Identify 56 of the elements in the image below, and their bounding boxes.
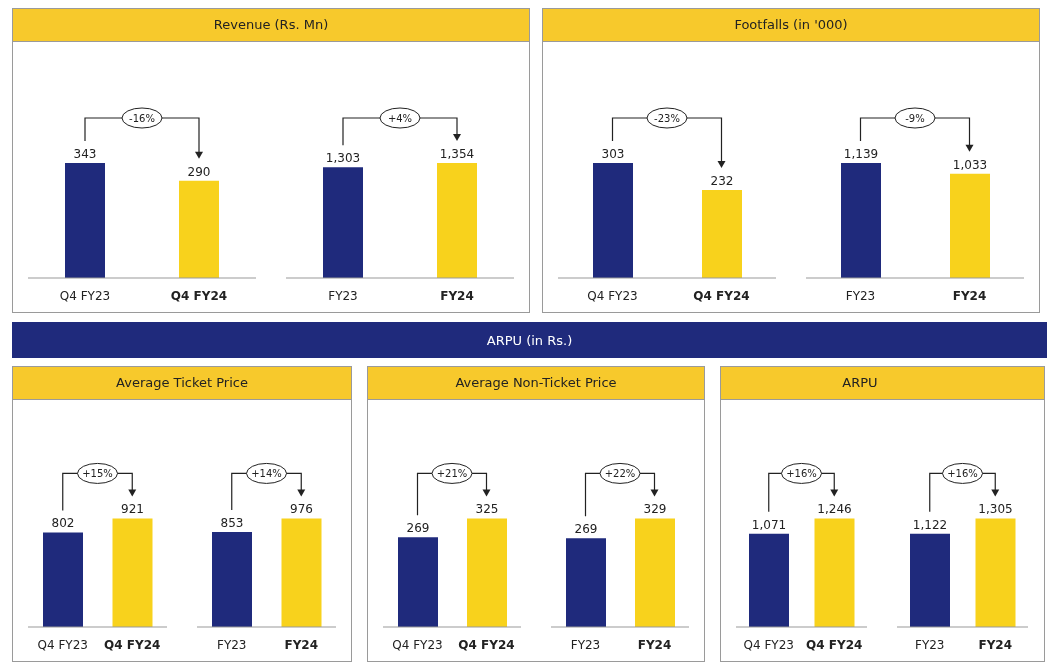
data-label: 269: [406, 521, 430, 536]
data-label: 976: [290, 502, 313, 517]
x-tick-label: FY23: [328, 289, 358, 303]
x-tick-label: FY24: [952, 289, 987, 303]
x-tick-label: FY24: [637, 638, 672, 652]
x-tick-label: FY24: [284, 638, 319, 652]
text: -23%: [654, 113, 680, 124]
text: +4%: [387, 113, 413, 124]
x-tick-label: Q4 FY23: [392, 638, 443, 652]
data-label: 1,305: [978, 502, 1013, 517]
chart-title: Footfalls (in '000): [734, 17, 848, 32]
data-label: 921: [121, 502, 144, 517]
x-tick-label: FY24: [440, 289, 474, 303]
text: +14%: [251, 468, 282, 480]
text: ARPU (in Rs.): [12, 322, 1047, 358]
data-label: 269: [574, 522, 598, 537]
x-tick-label: FY23: [845, 289, 876, 303]
data-label: 1,122: [912, 517, 948, 532]
data-label: 1,033: [952, 157, 988, 172]
data-label: 802: [51, 516, 75, 531]
x-tick-label: FY23: [914, 638, 945, 652]
chart-title: Revenue (Rs. Mn): [213, 17, 329, 32]
text: +16%: [786, 468, 817, 480]
x-tick-label: Q4 FY23: [59, 289, 111, 303]
data-label: 1,139: [843, 147, 879, 161]
chart-title: ARPU: [842, 375, 878, 390]
x-tick-label: Q4 FY24: [170, 289, 228, 303]
data-label: 325: [475, 502, 499, 517]
data-label: 290: [187, 164, 211, 179]
data-label: 343: [73, 147, 97, 161]
data-label: 1,246: [817, 502, 852, 517]
x-tick-label: FY23: [216, 638, 247, 652]
data-label: 329: [643, 502, 667, 517]
x-tick-label: FY23: [570, 638, 601, 652]
text: +22%: [604, 468, 636, 480]
x-tick-label: Q4 FY24: [806, 638, 863, 652]
data-label: 1,354: [439, 147, 475, 161]
text: -16%: [129, 113, 155, 124]
text: -9%: [905, 113, 925, 124]
x-tick-label: Q4 FY24: [458, 638, 515, 652]
text: +21%: [436, 468, 468, 480]
data-label: 853: [220, 516, 244, 531]
data-label: 1,303: [325, 151, 361, 166]
data-label: 303: [601, 147, 625, 161]
text: +16%: [947, 468, 978, 480]
x-tick-label: Q4 FY24: [104, 638, 161, 652]
x-tick-label: Q4 FY23: [743, 638, 794, 652]
text: +15%: [82, 468, 113, 480]
data-label: 232: [710, 173, 734, 188]
chart-title: Average Ticket Price: [116, 375, 248, 390]
data-label: 1,071: [751, 517, 787, 532]
x-tick-label: Q4 FY23: [37, 638, 88, 652]
x-tick-label: Q4 FY24: [693, 289, 750, 303]
x-tick-label: Q4 FY23: [587, 289, 638, 303]
chart-title: Average Non-Ticket Price: [455, 375, 617, 390]
x-tick-label: FY24: [978, 638, 1013, 652]
